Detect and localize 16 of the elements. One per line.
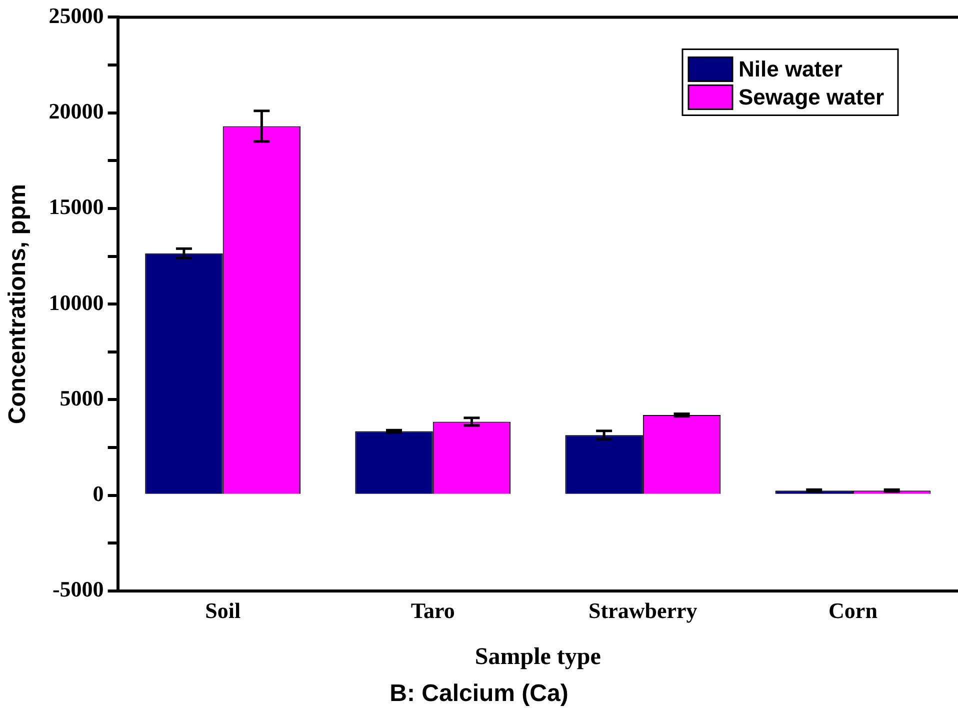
y-tick-label: 25000 — [48, 2, 104, 28]
y-tick-label: 15000 — [48, 194, 104, 220]
y-tick-label: -5000 — [52, 576, 104, 602]
y-axis-title: Concentrations, ppm — [4, 184, 32, 424]
legend-label: Sewage water — [738, 84, 884, 110]
y-tick-label: 0 — [92, 481, 104, 506]
y-tick-label: 5000 — [60, 385, 104, 410]
x-tick-label: Strawberry — [588, 598, 698, 623]
legend-label: Nile water — [738, 56, 843, 82]
y-tick-label: 20000 — [48, 98, 104, 124]
x-axis-title: Sample type — [474, 644, 602, 670]
x-tick-label: Soil — [205, 598, 241, 623]
text: B: Calcium (Ca) — [390, 680, 568, 708]
x-tick-label: Corn — [828, 598, 878, 623]
x-tick-label: Taro — [410, 598, 455, 623]
y-tick-label: 10000 — [48, 290, 104, 315]
